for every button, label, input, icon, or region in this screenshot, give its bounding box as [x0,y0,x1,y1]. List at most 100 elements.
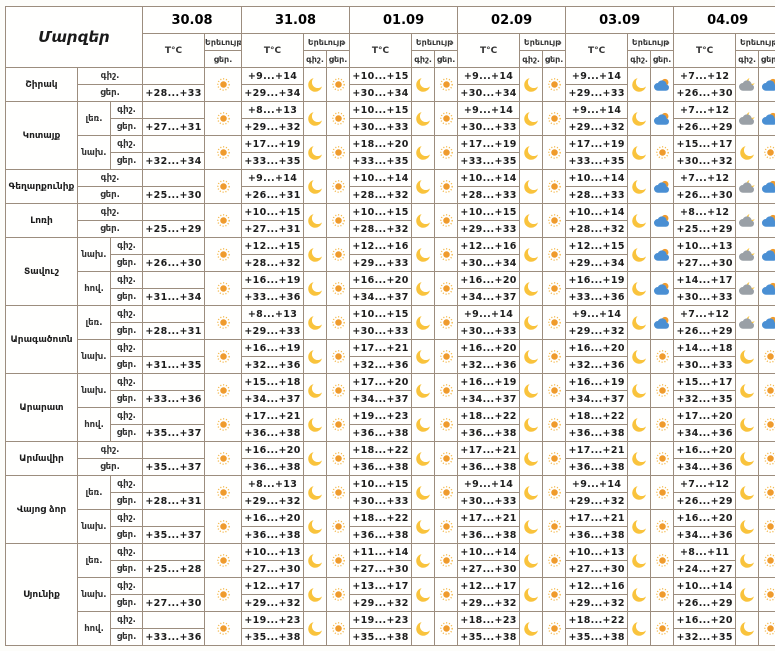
temperature-range: +12...+16 [457,237,521,255]
moon-icon [739,145,755,161]
sun-icon [546,382,563,399]
zone-label: նախ. [77,135,111,170]
phenomenon-column-header: Երեւույթ [303,33,351,51]
moon-icon [307,213,323,229]
temperature-range: +16...+20 [673,509,737,527]
night-weather-cell [735,271,760,306]
sun-icon [330,450,347,467]
time-of-day-label: գիշ. [109,509,144,527]
day-weather-cell [204,407,243,442]
temperature-range: +18...+22 [349,509,413,527]
temperature-range: +8...+13 [241,101,305,119]
sun-icon [215,348,232,365]
day-weather-cell [650,441,675,476]
day-subheader: ցեր. [326,50,351,68]
table-row: Շիրակ գիշ. +9...+14 +10...+15 +9...+14 +9...+… [5,67,775,102]
time-of-day-label: ցեր. [109,390,144,408]
moon-icon [739,451,755,467]
night-weather-cell [735,543,760,578]
table-title: Մարզեր [4,6,144,68]
temperature-range: +32...+35 [673,390,737,408]
day-weather-cell [542,577,567,612]
table-row: հով. գիշ. +19...+23 +19...+23 +18...+23 +18..… [6,611,775,646]
day-weather-cell [434,441,459,476]
temperature-range: +32...+35 [673,628,737,646]
night-weather-cell [519,407,544,442]
time-of-day-label: ցեր. [109,628,144,646]
sun-behind-cloud-icon [761,280,775,298]
temperature-range: +30...+33 [457,322,521,340]
temperature-range: +7...+12 [673,475,737,493]
moon-behind-cloud-icon [738,110,756,128]
sun-icon [762,518,775,535]
temperature-range: +19...+23 [241,611,305,629]
night-weather-cell [411,441,436,476]
day-weather-cell [758,577,775,612]
night-weather-cell [627,543,652,578]
table-row: Արարատ նախ. գիշ. +15...+18 +17...+20 +16...+1… [5,373,775,442]
night-subheader: գիշ. [735,50,760,68]
temperature-range: +28...+32 [349,186,413,204]
night-weather-cell [411,305,436,340]
moon-icon [523,179,539,195]
moon-icon [415,417,431,433]
temperature-range: +26...+29 [673,118,737,136]
sun-icon [215,178,232,195]
temperature-range: +10...+14 [349,169,413,187]
night-weather-cell [411,101,436,136]
temperature-range: +17...+19 [565,135,629,153]
moon-icon [523,281,539,297]
day-weather-cell [204,67,243,102]
night-weather-cell [303,169,328,204]
sun-icon [215,212,232,229]
night-weather-cell [303,577,328,612]
day-weather-cell [650,305,675,340]
night-weather-cell [411,373,436,408]
moon-behind-cloud-icon [738,212,756,230]
time-of-day-label: ցեր. [109,356,144,374]
temperature-range: +29...+34 [241,84,305,102]
day-weather-cell [204,543,243,578]
moon-behind-cloud-icon [738,280,756,298]
temperature-range: +18...+22 [565,407,629,425]
day-weather-cell [204,237,243,272]
temperature-range: +12...+15 [241,237,305,255]
night-weather-cell [411,135,436,170]
day-weather-cell [434,339,459,374]
day-weather-cell [434,305,459,340]
sun-icon [215,518,232,535]
time-of-day-label: գիշ. [109,237,144,255]
temperature-range: +28...+32 [241,254,305,272]
sun-icon [546,586,563,603]
time-of-day-label: ցեր. [109,492,144,510]
temperature-range: +16...+20 [457,339,521,357]
temperature-column-header: T°C [241,33,305,68]
moon-icon [307,485,323,501]
night-weather-cell [519,67,544,102]
sun-icon [654,144,671,161]
day-weather-cell [650,237,675,272]
temperature-range: +18...+23 [457,611,521,629]
night-weather-cell [303,407,328,442]
temperature-range: +10...+14 [673,577,737,595]
temperature-range: +10...+15 [349,67,413,85]
temperature-range: +15...+18 [241,373,305,391]
weather-forecast-table: Մարզեր 30.08 31.08 01.09 02.09 03.09 04.09 T°C Ե… [4,6,775,646]
time-of-day-label: ցեր. [109,152,144,170]
night-weather-cell [303,271,328,306]
sun-icon [546,246,563,263]
table-row: ցեր. +25...+28 +27...+30 +27...+30 +27...+30… [6,560,775,578]
sun-behind-cloud-icon [653,110,671,128]
temperature-range: +9...+14 [241,169,305,187]
moon-icon [307,621,323,637]
temperature-range: +26...+30 [673,84,737,102]
night-weather-cell [411,543,436,578]
moon-icon [415,621,431,637]
day-weather-cell [650,135,675,170]
moon-icon [631,519,647,535]
temperature-range: +28...+31 [142,322,206,340]
temperature-range: +27...+30 [349,560,413,578]
temperature-range: +30...+32 [673,152,737,170]
moon-icon [415,281,431,297]
night-weather-cell [627,373,652,408]
